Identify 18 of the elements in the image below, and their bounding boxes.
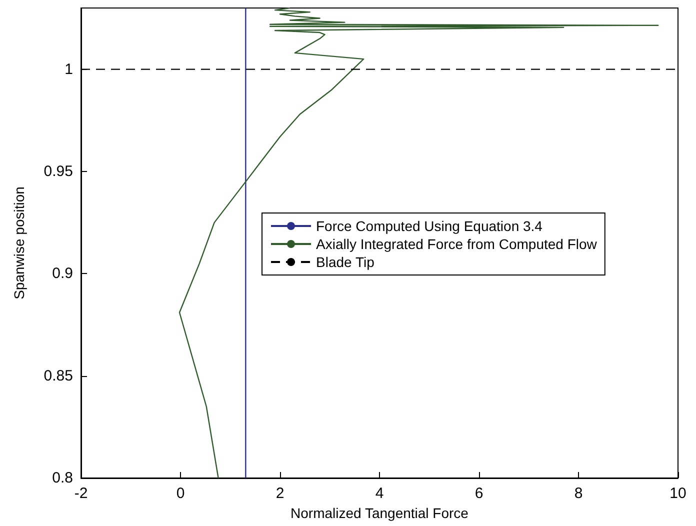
line-series bbox=[178, 7, 659, 479]
x-axis-title: Normalized Tangential Force bbox=[290, 505, 469, 521]
legend-label: Axially Integrated Force from Computed Flow bbox=[316, 236, 598, 252]
x-tick-label: 2 bbox=[276, 485, 284, 502]
x-tick-label: 8 bbox=[574, 485, 583, 502]
x-tick-label: 0 bbox=[176, 485, 185, 502]
y-tick-label: 1 bbox=[64, 60, 73, 78]
y-tick-label: 0.85 bbox=[44, 367, 73, 384]
legend-label: Force Computed Using Equation 3.4 bbox=[316, 218, 543, 234]
y-tick-label: 0.8 bbox=[52, 470, 73, 486]
x-tick-label: 6 bbox=[474, 485, 484, 502]
x-tick-label: -2 bbox=[74, 485, 88, 502]
x-tick-label: 4 bbox=[375, 485, 384, 502]
x-tick-label: 10 bbox=[670, 485, 686, 502]
legend-label: Blade Tip bbox=[316, 254, 375, 270]
y-tick-label: 0.9 bbox=[52, 265, 73, 282]
y-tick-label: 0.95 bbox=[44, 162, 73, 180]
y-axis-title: Spanwise position bbox=[11, 186, 27, 300]
